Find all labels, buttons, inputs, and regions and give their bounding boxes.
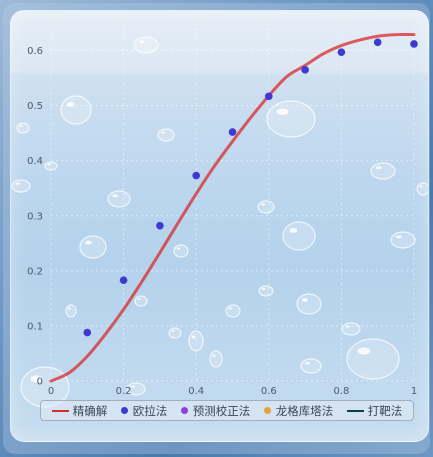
series-point-1[interactable]: [192, 171, 200, 180]
water-drop: [11, 179, 31, 193]
water-drop-highlight: [191, 335, 196, 339]
water-drop-highlight: [228, 307, 233, 310]
water-drop-highlight: [276, 108, 289, 116]
series-point-1[interactable]: [83, 328, 92, 337]
water-drop: [157, 128, 175, 142]
water-drop: [173, 244, 189, 258]
water-drop-highlight: [171, 330, 175, 332]
water-drop-highlight: [357, 347, 371, 355]
y-tick-label: 0.4: [27, 156, 43, 167]
legend-label-shooting: 打靶法: [367, 403, 403, 418]
x-tick-label: 0.6: [261, 386, 277, 397]
water-drop-highlight: [67, 307, 71, 310]
water-drop-highlight: [305, 361, 310, 365]
legend-swatch-runge-kutta: [263, 407, 271, 414]
x-tick-label: 0.8: [333, 386, 349, 397]
x-tick-label: 0: [48, 386, 54, 397]
x-tick-label: 0.4: [188, 386, 204, 397]
y-tick-label: 0.3: [27, 211, 43, 222]
series-point-1[interactable]: [373, 38, 382, 47]
y-tick-label: 0.2: [27, 266, 43, 277]
water-drop-highlight: [138, 40, 145, 44]
water-drop: [258, 285, 274, 297]
legend-swatch-euler: [120, 407, 128, 414]
water-drop: [300, 358, 322, 374]
legend-item-euler[interactable]: 欧拉法: [120, 403, 168, 419]
water-drop-highlight: [112, 194, 118, 198]
water-drop: [79, 235, 107, 259]
water-drop: [341, 322, 361, 336]
water-drop-highlight: [15, 182, 21, 185]
water-drop: [107, 190, 131, 208]
water-drop: [390, 231, 416, 249]
y-tick-label: 0: [37, 377, 43, 388]
water-drop-highlight: [67, 101, 75, 107]
series-point-1[interactable]: [410, 40, 418, 48]
y-tick-label: 0.1: [27, 321, 43, 332]
water-drop: [266, 100, 316, 138]
x-tick-label: 1: [411, 386, 417, 397]
water-drop-highlight: [137, 298, 141, 300]
water-drop-highlight: [161, 131, 166, 134]
y-tick-label: 0.5: [27, 101, 43, 112]
water-drop: [296, 293, 322, 315]
water-drop-highlight: [47, 163, 51, 166]
y-tick-label: 0.6: [27, 46, 43, 57]
series-point-1[interactable]: [301, 66, 309, 74]
legend-item-shooting[interactable]: 打靶法: [346, 403, 403, 419]
water-drop: [16, 122, 30, 134]
water-drop: [134, 295, 148, 307]
water-drop-highlight: [375, 166, 382, 170]
legend-swatch-exact: [51, 409, 69, 412]
legend-item-runge-kutta[interactable]: 龙格库塔法: [263, 403, 334, 419]
water-drop-highlight: [301, 298, 308, 302]
chart-panel: 0 0.1 0.2 0.3 0.4 0.5 0.6 0 0.2 0.4 0.6 0.8 1: [10, 10, 429, 442]
legend-label-predictor-corrector: 预测校正法: [192, 403, 251, 418]
chart-svg: 0 0.1 0.2 0.3 0.4 0.5 0.6 0 0.2 0.4 0.6 0.8 1: [11, 23, 428, 408]
chart-legend: 精确解 欧拉法 预测校正法 龙格库塔法 打靶法: [40, 400, 414, 421]
water-drop-highlight: [395, 235, 402, 239]
water-drop-highlight: [212, 354, 216, 358]
series-line-0: [49, 32, 416, 383]
water-drop-highlight: [130, 385, 136, 388]
water-drop: [346, 338, 400, 380]
water-drop-highlight: [289, 227, 298, 233]
legend-item-predictor-corrector[interactable]: 预测校正法: [180, 403, 251, 419]
series-point-1[interactable]: [156, 221, 164, 230]
water-drop: [209, 350, 223, 368]
series-point-1[interactable]: [265, 92, 273, 101]
x-tick-label: 0.2: [116, 386, 132, 397]
series-point-1[interactable]: [228, 128, 237, 136]
axes: 0 0.1 0.2 0.3 0.4 0.5 0.6 0 0.2 0.4 0.6 0.8 1: [27, 46, 417, 397]
series-point-1[interactable]: [119, 276, 128, 285]
water-drop-highlight: [85, 240, 92, 245]
water-drop-highlight: [19, 125, 23, 127]
water-drop: [370, 162, 396, 180]
water-drop-highlight: [261, 288, 266, 290]
water-drop-highlight: [261, 203, 266, 206]
water-drop-highlight: [419, 185, 423, 188]
water-drop: [60, 95, 92, 125]
water-drops-background: [11, 36, 428, 408]
legend-label-exact: 精确解: [72, 403, 108, 418]
water-drop: [282, 221, 316, 251]
legend-label-euler: 欧拉法: [132, 403, 168, 418]
legend-label-runge-kutta: 龙格库塔法: [275, 403, 334, 418]
legend-swatch-predictor-corrector: [180, 407, 188, 414]
water-drop: [257, 200, 275, 214]
water-drop-highlight: [30, 375, 43, 383]
water-drop: [225, 304, 241, 318]
water-drop: [168, 327, 182, 339]
legend-swatch-shooting: [346, 409, 364, 412]
legend-item-exact[interactable]: 精确解: [51, 403, 108, 419]
series-point-1[interactable]: [337, 48, 346, 56]
water-drop: [416, 182, 428, 196]
series-layer: [49, 32, 418, 383]
water-drop-highlight: [176, 247, 181, 250]
water-drop: [65, 304, 77, 318]
grid-lines: [50, 23, 415, 382]
